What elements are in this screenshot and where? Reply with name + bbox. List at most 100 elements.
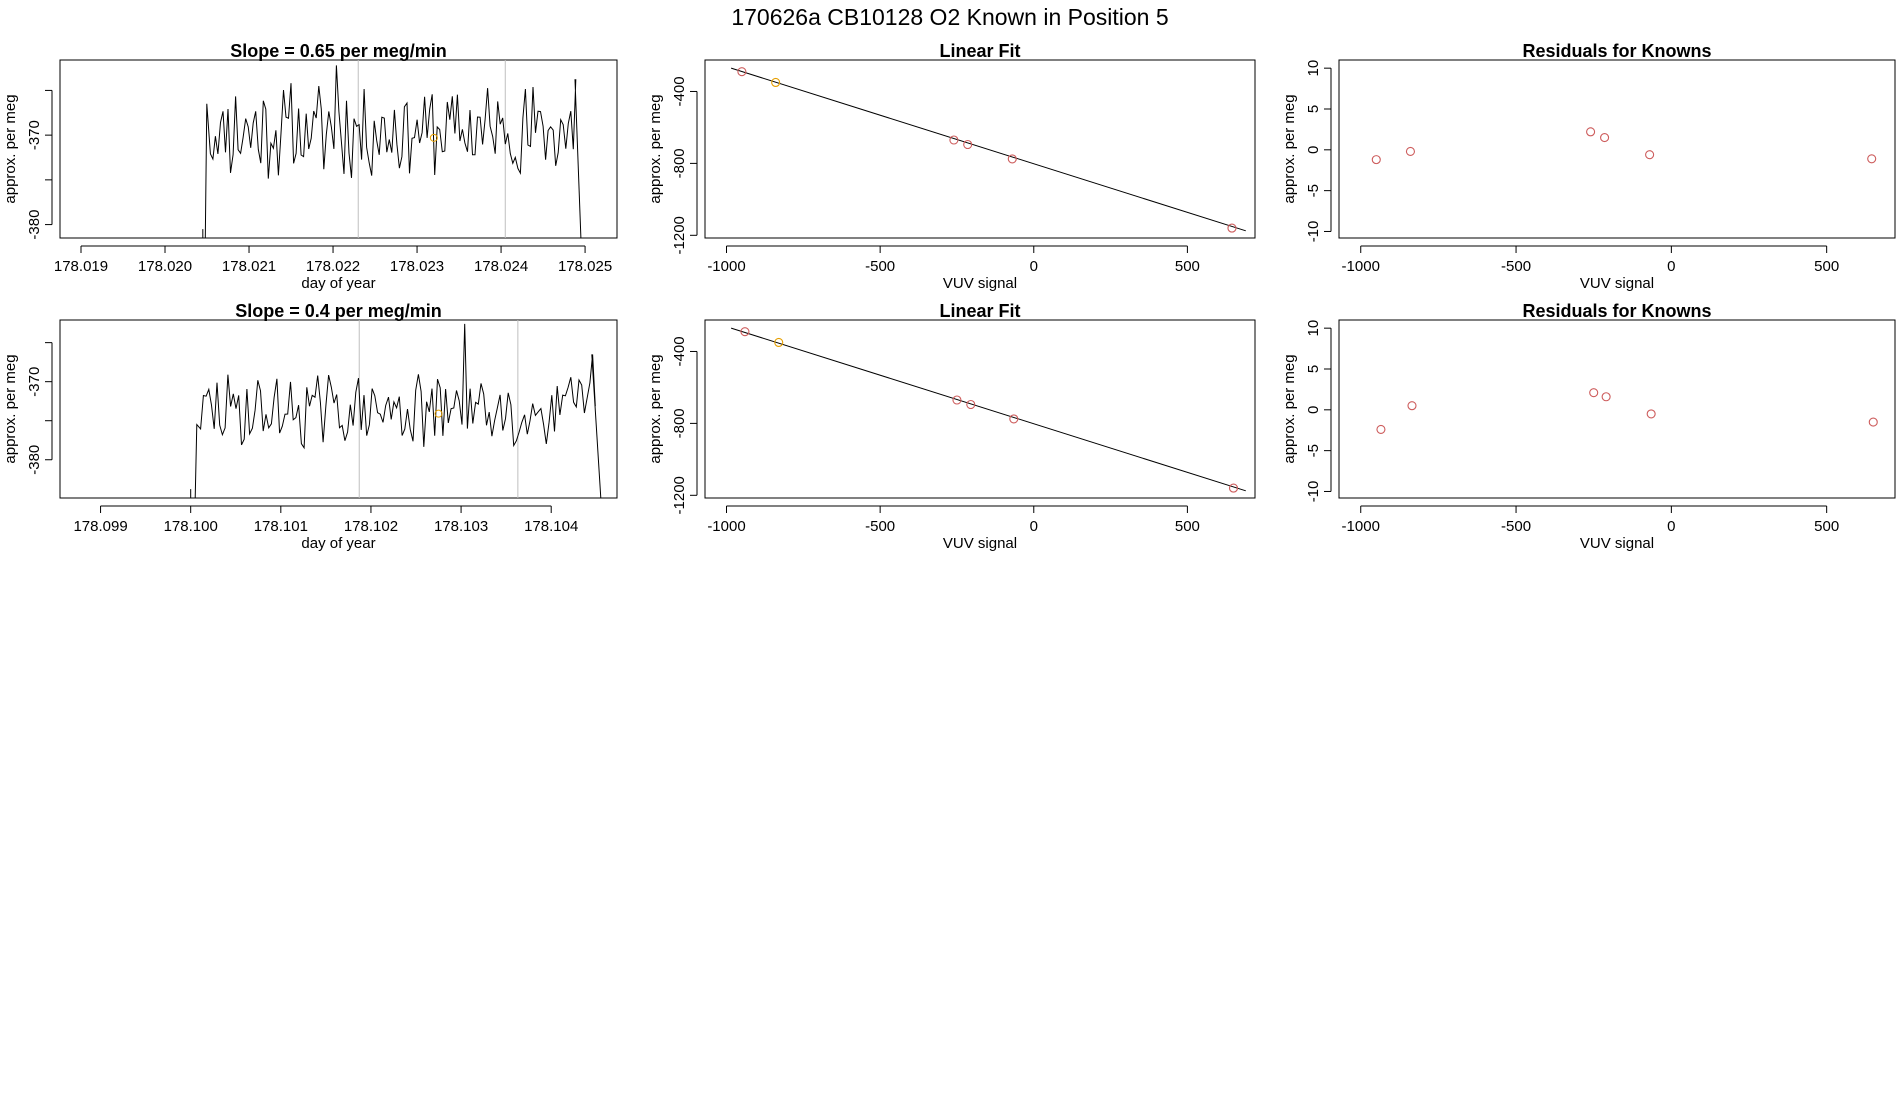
data-point xyxy=(1009,414,1019,424)
y-tick-label: 10 xyxy=(1305,60,1322,77)
x-tick-label: 178.023 xyxy=(390,258,444,275)
y-axis-label: approx. per meg xyxy=(2,94,19,203)
x-axis-label: day of year xyxy=(301,275,375,292)
y-tick-label: 0 xyxy=(1305,146,1322,154)
plot-frame xyxy=(59,59,618,239)
data-point xyxy=(1600,133,1610,143)
data-point xyxy=(1586,127,1596,137)
x-tick-label: 178.102 xyxy=(344,518,398,535)
y-tick-label: -370 xyxy=(26,120,43,150)
data-point xyxy=(1407,401,1417,411)
data-point xyxy=(1405,146,1415,156)
data-point xyxy=(1371,155,1381,165)
plot-frame xyxy=(1338,59,1896,239)
data-point xyxy=(1601,392,1611,402)
x-tick-label: -1000 xyxy=(1342,258,1380,275)
x-tick-label: 178.021 xyxy=(222,258,276,275)
data-point xyxy=(1228,483,1239,493)
x-tick-label: 0 xyxy=(1030,258,1038,275)
y-tick-label: 5 xyxy=(1305,365,1322,373)
x-tick-label: 178.024 xyxy=(474,258,528,275)
x-axis-label: VUV signal xyxy=(943,275,1017,292)
data-point xyxy=(1868,417,1878,427)
plot-area xyxy=(1371,127,1877,165)
chart-title: Linear Fit xyxy=(939,301,1020,321)
y-axis-label: approx. per meg xyxy=(647,354,664,463)
signal-trace xyxy=(204,65,582,238)
x-axis-label: day of year xyxy=(301,535,375,552)
chart-title: Residuals for Knowns xyxy=(1522,301,1711,321)
x-tick-label: 178.022 xyxy=(306,258,360,275)
x-axis-label: VUV signal xyxy=(943,535,1017,552)
x-tick-label: 500 xyxy=(1814,518,1839,535)
x-tick-label: 178.101 xyxy=(254,518,308,535)
signal-trace xyxy=(194,323,602,498)
data-point xyxy=(1007,154,1017,164)
chart-panel-2: Linear Fit -1000 -500 0 500 VUV signal -400 -80… xyxy=(647,41,1256,292)
baseline-segment xyxy=(60,489,192,498)
data-point xyxy=(737,67,747,77)
chart-panel-4: Slope = 0.4 per meg/min 178.099 178.100 178… xyxy=(2,301,618,552)
x-tick-label: 0 xyxy=(1667,518,1675,535)
plot-frame xyxy=(704,319,1256,499)
chart-title: Residuals for Knowns xyxy=(1522,41,1711,61)
x-tick-label: 500 xyxy=(1175,518,1200,535)
x-axis-label: VUV signal xyxy=(1580,535,1654,552)
highlight-marker xyxy=(434,409,443,418)
y-tick-label: -400 xyxy=(671,76,688,106)
x-tick-label: -1000 xyxy=(1342,518,1380,535)
y-tick-label: -1200 xyxy=(671,216,688,254)
x-tick-label: 178.019 xyxy=(54,258,108,275)
y-tick-label: -10 xyxy=(1305,221,1322,243)
y-axis-label: approx. per meg xyxy=(1281,94,1298,203)
data-point xyxy=(966,399,976,410)
plot-area xyxy=(60,60,582,238)
x-tick-label: 178.020 xyxy=(138,258,192,275)
plot-frame xyxy=(704,59,1256,239)
x-tick-label: -500 xyxy=(865,258,895,275)
x-axis-label: VUV signal xyxy=(1580,275,1654,292)
x-tick-label: -1000 xyxy=(707,518,745,535)
y-tick-label: 5 xyxy=(1305,105,1322,113)
y-tick-label: -800 xyxy=(671,148,688,178)
y-tick-label: -380 xyxy=(26,210,43,240)
figure-title: 170626a CB10128 O2 Known in Position 5 xyxy=(731,4,1168,30)
x-tick-label: 178.104 xyxy=(524,518,578,535)
x-tick-label: 500 xyxy=(1175,258,1200,275)
y-tick-label: -400 xyxy=(671,336,688,366)
chart-title: Slope = 0.4 per meg/min xyxy=(235,301,442,321)
fit-line xyxy=(730,327,1246,492)
chart-title: Linear Fit xyxy=(939,41,1020,61)
chart-panel-5: Linear Fit -1000 -500 0 500 VUV signal -400 -80… xyxy=(647,301,1256,552)
data-point xyxy=(740,327,750,337)
x-tick-label: 178.100 xyxy=(164,518,218,535)
y-axis-label: approx. per meg xyxy=(647,94,664,203)
plot-frame xyxy=(1338,319,1896,499)
y-tick-label: -5 xyxy=(1305,444,1322,457)
plot-area xyxy=(730,67,1246,233)
x-tick-label: 178.025 xyxy=(558,258,612,275)
y-tick-label: 10 xyxy=(1305,320,1322,337)
data-point xyxy=(1867,154,1877,164)
plot-area xyxy=(730,327,1246,493)
x-tick-label: -1000 xyxy=(707,258,745,275)
plot-area xyxy=(60,320,602,498)
data-point xyxy=(1645,150,1655,160)
x-tick-label: 178.099 xyxy=(73,518,127,535)
x-tick-label: -500 xyxy=(1501,518,1531,535)
x-tick-label: 500 xyxy=(1814,258,1839,275)
data-point xyxy=(1227,223,1237,233)
chart-panel-3: Residuals for Knowns -1000 -500 0 500 VUV sig… xyxy=(1281,41,1896,292)
x-tick-label: 0 xyxy=(1030,518,1038,535)
y-axis-label: approx. per meg xyxy=(2,354,19,463)
y-tick-label: -5 xyxy=(1305,184,1322,197)
y-tick-label: -800 xyxy=(671,408,688,438)
chart-title: Slope = 0.65 per meg/min xyxy=(230,41,447,61)
data-point xyxy=(1589,388,1599,398)
x-tick-label: -500 xyxy=(1501,258,1531,275)
data-point xyxy=(1376,424,1386,434)
x-tick-label: 0 xyxy=(1667,258,1675,275)
y-tick-label: 0 xyxy=(1305,406,1322,414)
